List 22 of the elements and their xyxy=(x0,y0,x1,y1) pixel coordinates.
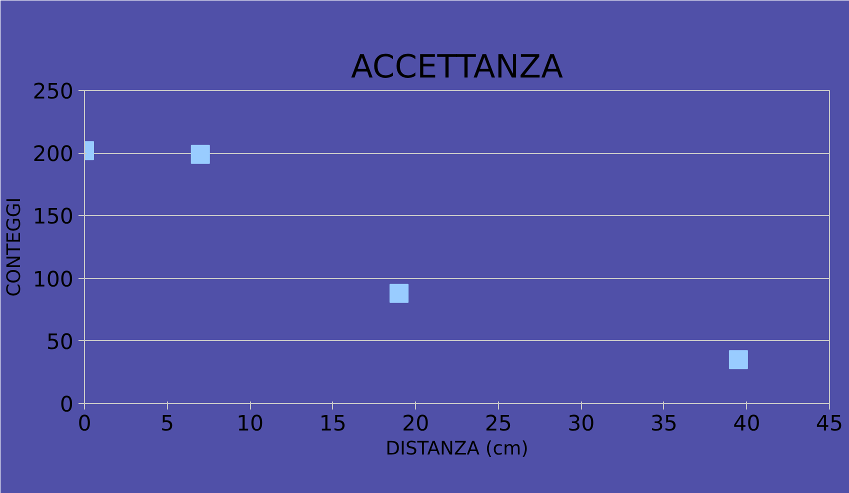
y-tick-label: 100 xyxy=(32,267,74,292)
y-tick-label: 0 xyxy=(60,392,74,418)
x-tick-label: 5 xyxy=(160,412,174,436)
y-tick-label: 50 xyxy=(46,330,74,355)
x-tick-label: 30 xyxy=(568,412,595,436)
y-tick-label: 150 xyxy=(32,204,74,230)
x-tick-label: 45 xyxy=(816,412,844,436)
x-tick-label: 0 xyxy=(78,412,92,436)
y-tick-label: 250 xyxy=(32,80,74,104)
y-tick-label: 200 xyxy=(32,142,74,168)
point xyxy=(190,144,210,164)
point xyxy=(390,284,409,303)
x-tick-label: 35 xyxy=(650,412,678,436)
x-tick-label: 15 xyxy=(319,412,346,436)
point xyxy=(728,350,748,370)
x-axis-title: DISTANZA (cm) xyxy=(386,438,528,460)
chart-title: ACCETTANZA xyxy=(351,48,564,86)
x-tick-label: 20 xyxy=(402,412,430,436)
y-axis-title: CONTEGGI xyxy=(4,197,25,297)
x-tick-label: 25 xyxy=(484,412,512,436)
x-tick-label: 10 xyxy=(236,412,264,436)
x-tick-label: 40 xyxy=(733,412,760,436)
